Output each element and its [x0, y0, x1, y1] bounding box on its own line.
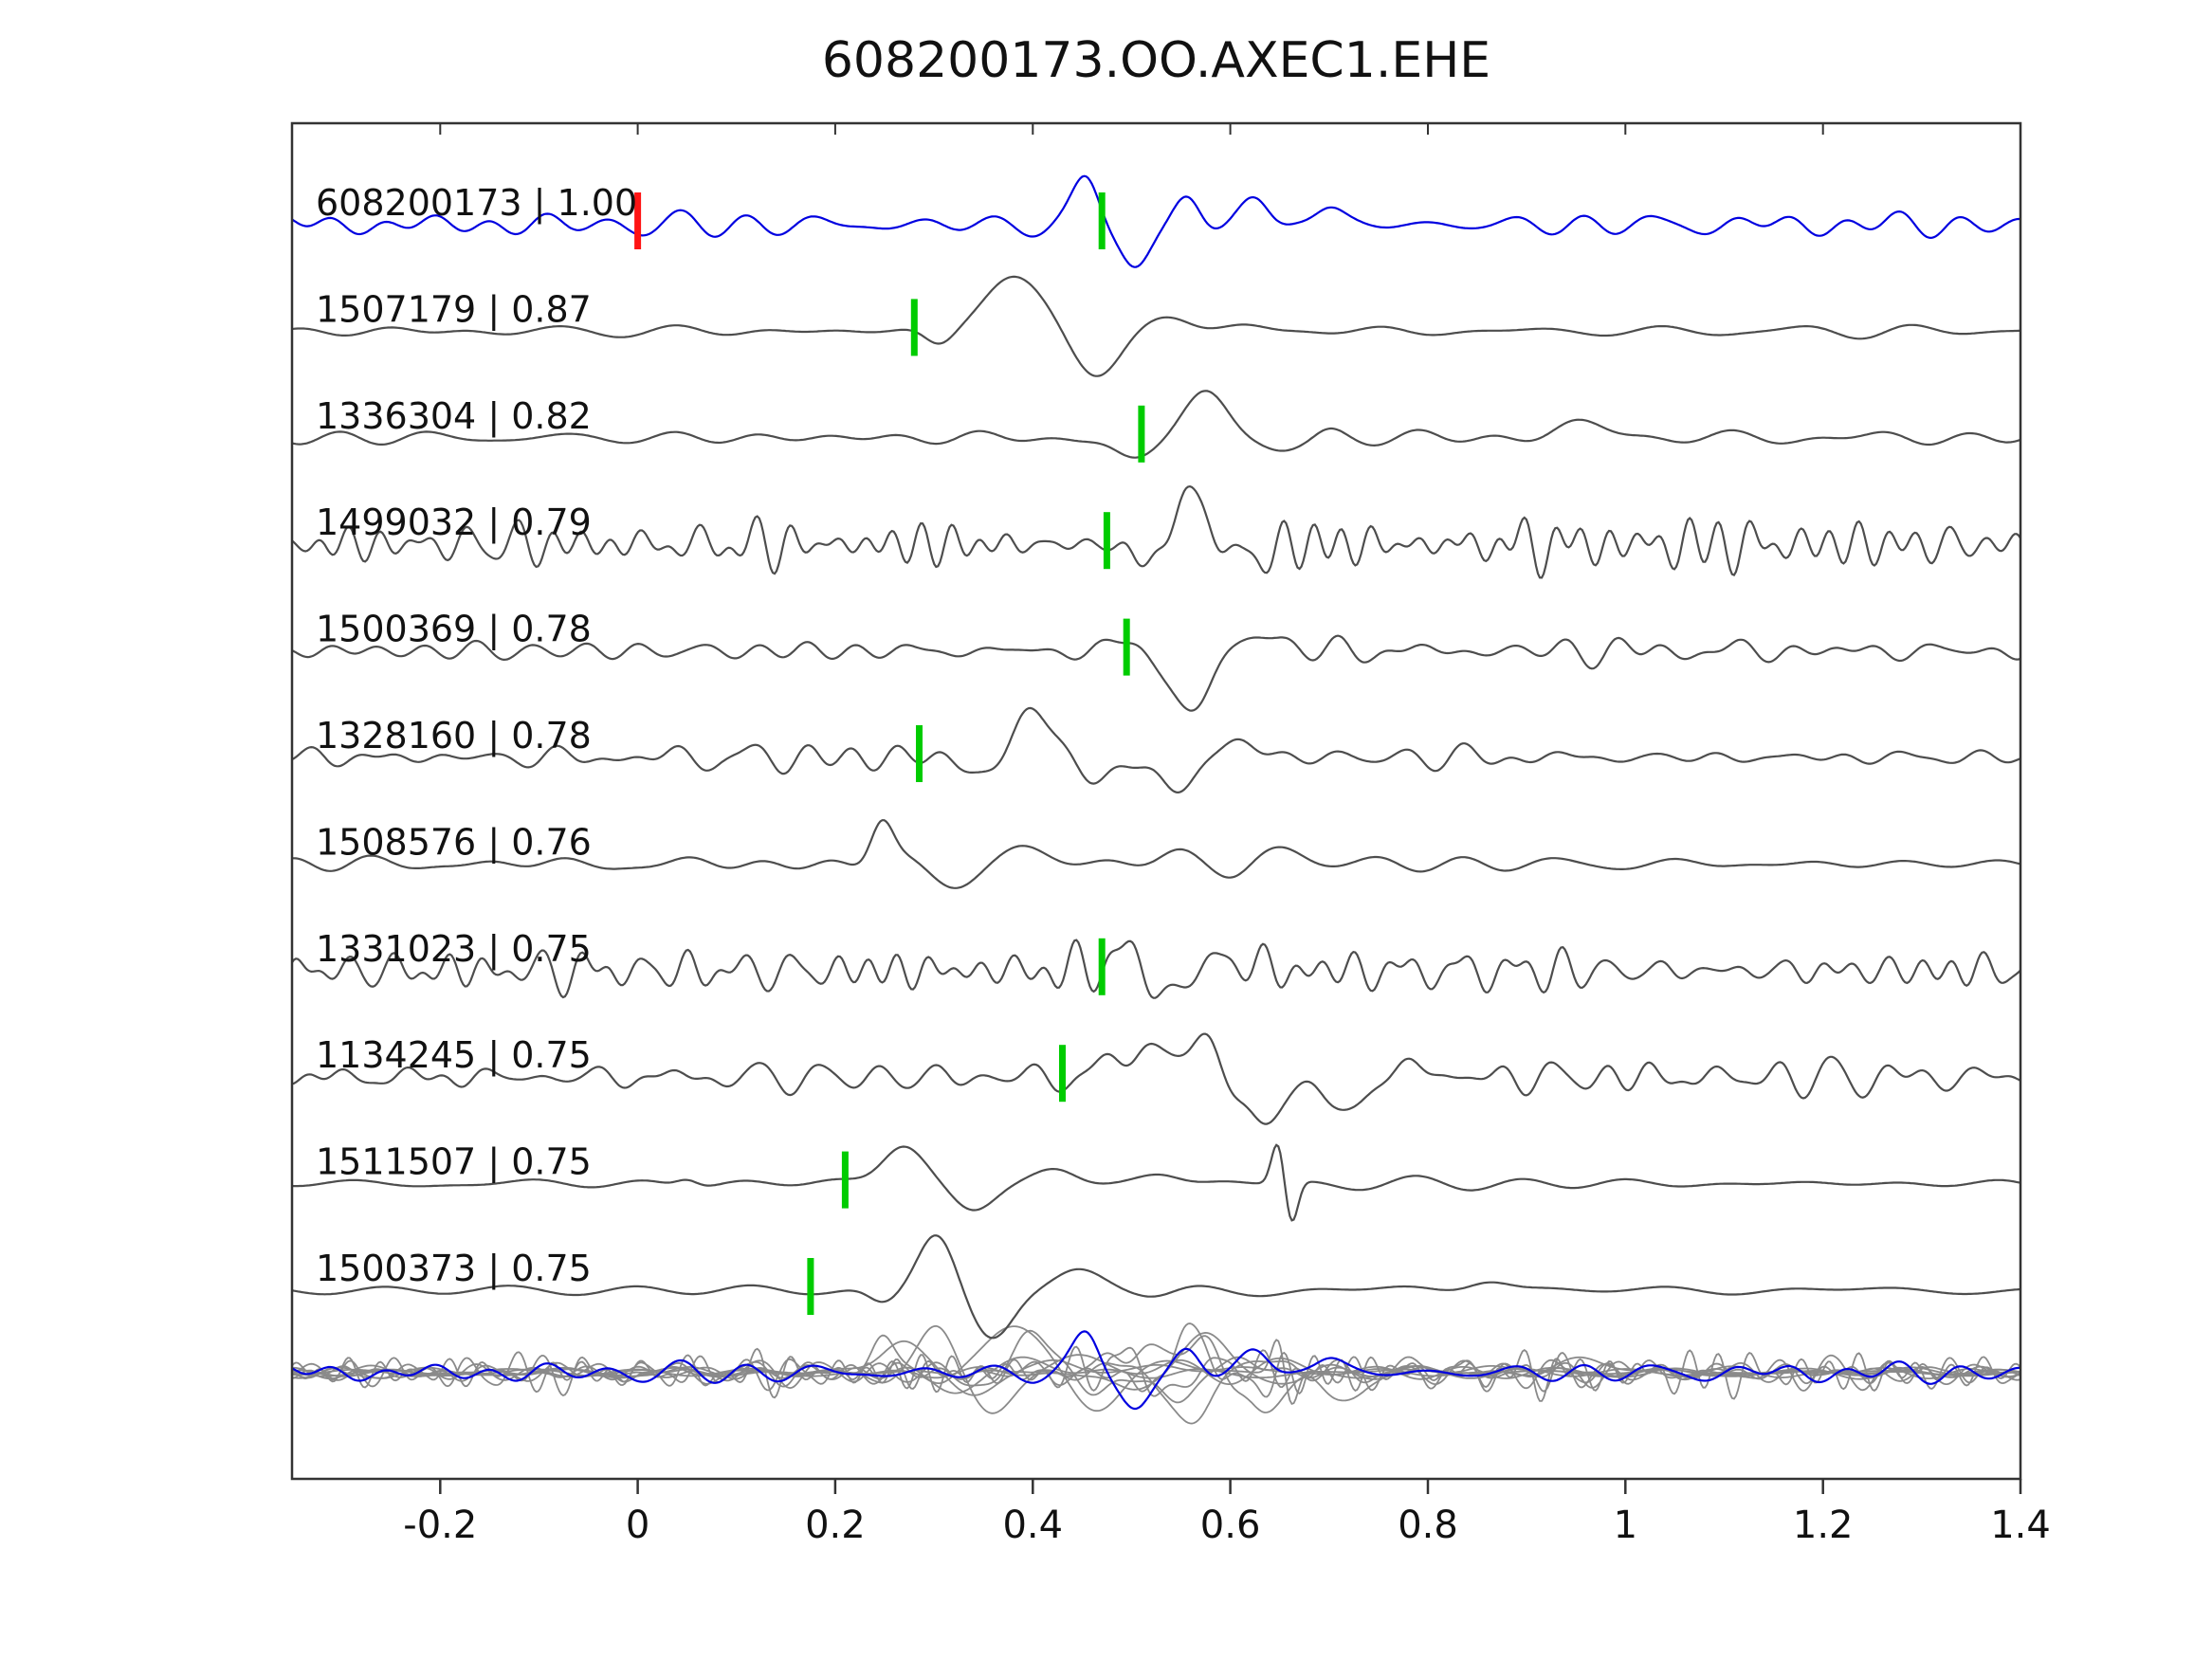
- trace-label-1500369: 1500369 | 0.78: [316, 609, 592, 651]
- pick-marker-1500369: [1123, 618, 1130, 676]
- x-tick-label: 0.6: [1200, 1504, 1261, 1547]
- x-tick-label: 1.4: [1990, 1504, 2051, 1547]
- trace-label-1508576: 1508576 | 0.76: [316, 821, 592, 864]
- pick-marker-1499032: [1103, 512, 1110, 570]
- pick-marker-1511507: [841, 1151, 849, 1209]
- trace-1499032: [292, 484, 2020, 579]
- overlay-trace-reference: [292, 1330, 2020, 1411]
- trace-label-608200173: 608200173 | 1.00: [316, 182, 637, 225]
- overlay-trace-1500369: [292, 1358, 2020, 1425]
- pick-marker-608200173: [1098, 192, 1106, 249]
- x-tick-label: 0: [626, 1504, 649, 1547]
- trace-1500373: [292, 1234, 2020, 1340]
- trace-1507179: [292, 275, 2020, 377]
- trace-label-1500373: 1500373 | 0.75: [316, 1248, 592, 1290]
- trace-1331023: [292, 939, 2020, 999]
- trace-label-1134245: 1134245 | 0.75: [316, 1034, 592, 1077]
- pick-marker-1134245: [1059, 1045, 1066, 1103]
- x-tick-label: 1: [1614, 1504, 1637, 1547]
- trace-1336304: [292, 390, 2020, 459]
- pick-marker-1507179: [910, 299, 918, 356]
- reference-pick-marker: [634, 192, 642, 249]
- trace-1328160: [292, 706, 2020, 794]
- trace-1134245: [292, 1032, 2020, 1125]
- trace-label-1328160: 1328160 | 0.78: [316, 715, 592, 757]
- trace-label-1331023: 1331023 | 0.75: [316, 928, 592, 971]
- x-tick-label: 0.4: [1002, 1504, 1063, 1547]
- pick-marker-1328160: [916, 725, 923, 782]
- x-tick-label: -0.2: [403, 1504, 477, 1547]
- trace-label-1336304: 1336304 | 0.82: [316, 395, 592, 438]
- x-tick-label: 1.2: [1793, 1504, 1854, 1547]
- pick-marker-1500373: [807, 1258, 814, 1315]
- trace-1500369: [292, 634, 2020, 712]
- plot-frame: [290, 121, 2022, 1481]
- figure-title: 608200173.OO.AXEC1.EHE: [821, 32, 1491, 89]
- plot-area: [292, 174, 2020, 1425]
- trace-label-1499032: 1499032 | 0.79: [316, 501, 592, 544]
- pick-marker-1331023: [1098, 938, 1106, 995]
- overlay-trace-1331023: [292, 1345, 2020, 1397]
- x-tick-label: 0.2: [805, 1504, 866, 1547]
- overlay-trace-1336304: [292, 1331, 2020, 1391]
- overlay-trace-1511507: [292, 1339, 2020, 1406]
- trace-label-1507179: 1507179 | 0.87: [316, 288, 592, 331]
- x-tick-label: 0.8: [1398, 1504, 1458, 1547]
- pick-marker-1336304: [1138, 405, 1145, 463]
- trace-1511507: [292, 1143, 2020, 1222]
- trace-1508576: [292, 819, 2020, 889]
- trace-label-1511507: 1511507 | 0.75: [316, 1141, 592, 1184]
- trace-608200173: [292, 174, 2020, 268]
